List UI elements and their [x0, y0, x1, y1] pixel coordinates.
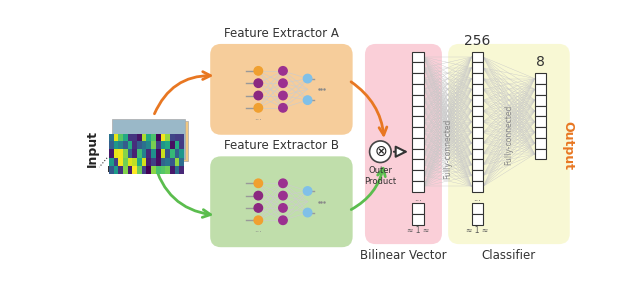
Text: Fully-connected: Fully-connected: [444, 118, 452, 179]
Bar: [472, 84, 483, 95]
Bar: [535, 116, 547, 127]
Bar: [412, 170, 424, 181]
Text: Outer
Product: Outer Product: [364, 166, 396, 186]
Bar: [535, 138, 547, 149]
Bar: [472, 105, 483, 116]
Text: n x 32 x 9 x 19: n x 32 x 9 x 19: [107, 164, 185, 174]
Bar: [535, 84, 547, 95]
Text: Bilinear Vector: Bilinear Vector: [360, 249, 447, 262]
Circle shape: [279, 191, 287, 200]
Text: ≈ 1 ≈: ≈ 1 ≈: [467, 226, 488, 236]
Circle shape: [279, 179, 287, 188]
Circle shape: [254, 179, 262, 188]
Circle shape: [303, 187, 312, 195]
Circle shape: [279, 103, 287, 112]
Bar: [412, 73, 424, 84]
Bar: [412, 214, 424, 225]
Circle shape: [254, 103, 262, 112]
Bar: [472, 116, 483, 127]
Circle shape: [254, 79, 262, 88]
Text: Classifier: Classifier: [482, 249, 536, 262]
Bar: [412, 138, 424, 149]
Bar: [472, 138, 483, 149]
Bar: [472, 203, 483, 214]
Bar: [472, 149, 483, 160]
Circle shape: [279, 216, 287, 225]
Text: ...: ...: [414, 194, 422, 203]
Circle shape: [254, 91, 262, 100]
Circle shape: [303, 74, 312, 83]
Bar: [412, 149, 424, 160]
Bar: [472, 52, 483, 62]
Circle shape: [254, 216, 262, 225]
Bar: [111, 119, 185, 160]
Bar: [472, 170, 483, 181]
Bar: [472, 181, 483, 192]
Bar: [412, 105, 424, 116]
Bar: [472, 95, 483, 105]
Bar: [412, 203, 424, 214]
Text: Input: Input: [86, 130, 99, 167]
Circle shape: [254, 191, 262, 200]
Bar: [412, 52, 424, 62]
Circle shape: [369, 141, 391, 162]
Text: ...: ...: [254, 225, 262, 234]
Circle shape: [254, 67, 262, 75]
Circle shape: [279, 204, 287, 212]
Bar: [412, 181, 424, 192]
Circle shape: [279, 91, 287, 100]
Bar: [472, 214, 483, 225]
Text: ...: ...: [254, 113, 262, 122]
Bar: [412, 160, 424, 170]
Bar: [412, 116, 424, 127]
Bar: [412, 95, 424, 105]
FancyBboxPatch shape: [448, 44, 570, 244]
Circle shape: [303, 208, 312, 217]
Bar: [412, 84, 424, 95]
Text: ...: ...: [474, 194, 481, 203]
FancyBboxPatch shape: [365, 44, 442, 244]
Text: Fully-connected: Fully-connected: [504, 105, 513, 165]
Circle shape: [279, 67, 287, 75]
Bar: [412, 62, 424, 73]
Bar: [115, 121, 188, 161]
Bar: [412, 127, 424, 138]
Bar: [535, 127, 547, 138]
FancyBboxPatch shape: [210, 156, 353, 247]
Text: Feature Extractor B: Feature Extractor B: [224, 140, 339, 153]
Bar: [535, 73, 547, 84]
Text: 8: 8: [536, 55, 545, 69]
Bar: [472, 73, 483, 84]
Text: ≈ 1 ≈: ≈ 1 ≈: [407, 226, 429, 236]
FancyBboxPatch shape: [210, 44, 353, 135]
Bar: [535, 95, 547, 105]
Text: $\otimes$: $\otimes$: [374, 144, 387, 159]
Circle shape: [279, 79, 287, 88]
Bar: [535, 105, 547, 116]
Bar: [535, 149, 547, 160]
Bar: [472, 127, 483, 138]
Bar: [472, 62, 483, 73]
Text: Output: Output: [562, 121, 575, 170]
Circle shape: [303, 96, 312, 104]
Circle shape: [254, 204, 262, 212]
Bar: [472, 160, 483, 170]
Text: Feature Extractor A: Feature Extractor A: [224, 27, 339, 40]
Text: 256: 256: [464, 34, 491, 48]
